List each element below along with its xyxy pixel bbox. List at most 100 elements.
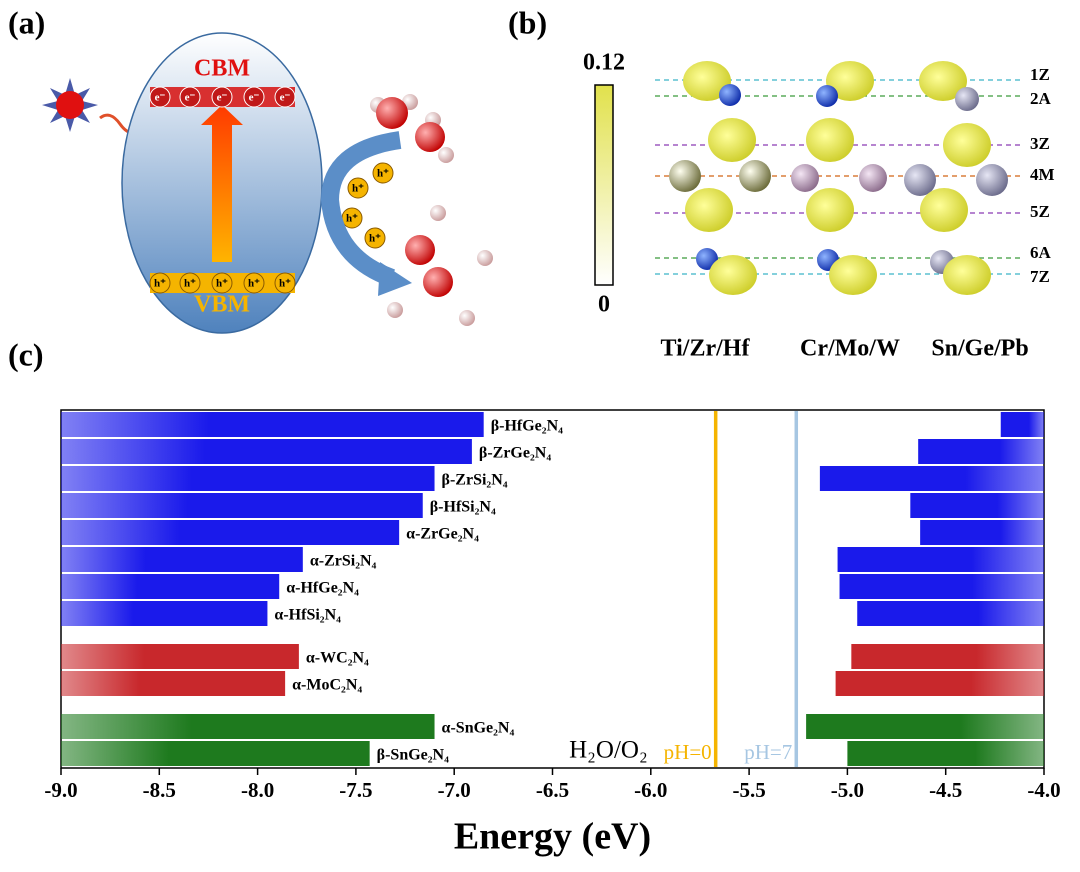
vbm-bar xyxy=(61,439,472,464)
hole xyxy=(274,272,296,294)
panel-b: (b) 0.12 0 1Z 2A 3Z 4M 5Z 6A 7Z Ti/Zr/Hf Cr/Mo… xyxy=(508,4,1055,361)
hole-label: h⁺ xyxy=(184,278,196,290)
x-tick-label: -9.0 xyxy=(44,778,77,802)
cbm-bar xyxy=(819,466,1044,491)
category-label: α-ZrSi₂N₄ xyxy=(310,553,377,570)
category-label: α-WC₂N₄ xyxy=(306,650,369,667)
column-label: Ti/Zr/Hf xyxy=(661,336,751,362)
category-label: α-MoC₂N₄ xyxy=(292,677,362,694)
cbm-bar xyxy=(910,493,1044,518)
hole xyxy=(347,177,369,199)
panel-a: (a) CBM VBM e⁻ h⁺ e⁻ h⁺ e⁻ h⁺ e⁻ h⁺ e⁻ h⁺ h⁺ h⁺ h⁺ h⁺ xyxy=(8,4,493,334)
panel-label: (a) xyxy=(8,4,45,40)
electron xyxy=(179,86,201,108)
hole-label: h⁺ xyxy=(352,183,364,195)
column-label: Sn/Ge/Pb xyxy=(931,336,1028,362)
reference-label: pH=0 xyxy=(664,740,712,764)
category-label: β-HfGe₂N₄ xyxy=(491,418,563,435)
electron xyxy=(243,86,265,108)
vbm-bar xyxy=(61,547,303,572)
category-label: β-HfSi₂N₄ xyxy=(430,499,496,516)
hole xyxy=(149,272,171,294)
vbm-bar xyxy=(61,644,299,669)
hole-label: h⁺ xyxy=(248,278,260,290)
hole-label: h⁺ xyxy=(377,168,389,180)
cbm-bar xyxy=(847,741,1044,766)
x-tick-label: -4.0 xyxy=(1027,778,1060,802)
layer-label: 6A xyxy=(1030,243,1052,262)
layer-label: 5Z xyxy=(1030,202,1050,221)
vbm-bar xyxy=(61,493,423,518)
x-tick-label: -6.0 xyxy=(634,778,667,802)
column-cr xyxy=(791,61,887,295)
hole-label: h⁺ xyxy=(279,278,291,290)
column-ti xyxy=(669,61,771,295)
electron-label: e⁻ xyxy=(217,92,228,104)
cbm-bar xyxy=(806,714,1044,739)
x-tick-label: -4.5 xyxy=(929,778,962,802)
x-tick-label: -8.5 xyxy=(143,778,176,802)
cbm-bar xyxy=(851,644,1044,669)
vbm-bar xyxy=(61,601,268,626)
carriers: e⁻ h⁺ e⁻ h⁺ e⁻ h⁺ e⁻ h⁺ e⁻ h⁺ h⁺ h⁺ h⁺ h⁺ xyxy=(149,86,394,294)
transfer-arrow-head xyxy=(378,262,412,296)
vbm-bar xyxy=(61,741,370,766)
x-tick-label: -7.5 xyxy=(339,778,372,802)
vbm-label: VBM xyxy=(194,292,250,318)
hole xyxy=(364,227,386,249)
x-tick-label: -6.5 xyxy=(536,778,569,802)
vbm-bar xyxy=(61,671,286,696)
column-sn xyxy=(904,61,1008,295)
x-axis-title: Energy (eV) xyxy=(454,816,651,858)
chart: -9.0 -8.5 -8.0 -7.5 -7.0 -6.5 -6.0 -5.5 -5.0 -4.5… xyxy=(44,409,1061,858)
hole-label: h⁺ xyxy=(369,233,381,245)
water-molecules xyxy=(370,94,493,326)
excitation-arrow xyxy=(201,105,243,262)
electron xyxy=(274,86,296,108)
cbm-bar xyxy=(920,520,1044,545)
hole xyxy=(211,272,233,294)
electron xyxy=(211,86,233,108)
sun xyxy=(42,78,98,132)
electron-label: e⁻ xyxy=(249,92,260,104)
electron-label: e⁻ xyxy=(280,92,291,104)
atoms xyxy=(669,61,1008,295)
cbm-bar xyxy=(835,671,1044,696)
transfer-arrow xyxy=(320,131,402,287)
panel-label: (c) xyxy=(8,336,44,372)
layer-label: 2A xyxy=(1030,89,1052,108)
layer-label: 3Z xyxy=(1030,134,1050,153)
vbm-bar xyxy=(61,412,484,437)
cbm-label: CBM xyxy=(194,56,250,82)
cbm-bar xyxy=(837,547,1044,572)
layer-label: 1Z xyxy=(1030,65,1050,84)
colorbar-max: 0.12 xyxy=(583,50,625,76)
layer-label: 7Z xyxy=(1030,267,1050,286)
category-label: β-SnGe₂N₄ xyxy=(377,747,449,764)
annotation: H₂O/O₂ xyxy=(569,737,648,764)
colorbar xyxy=(594,84,614,286)
cbm-bar xyxy=(857,601,1044,626)
x-tick-label: -8.0 xyxy=(241,778,274,802)
vbm-bar xyxy=(61,574,280,599)
layer-label: 4M xyxy=(1030,165,1055,184)
vbm-bar xyxy=(61,466,435,491)
electron-label: e⁻ xyxy=(155,92,166,104)
x-tick-label: -5.0 xyxy=(831,778,864,802)
x-tick-label: -7.0 xyxy=(438,778,471,802)
reference-label: pH=7 xyxy=(744,740,792,764)
vbm-bar xyxy=(61,520,400,545)
category-label: α-HfGe₂N₄ xyxy=(286,580,359,597)
hole-label: h⁺ xyxy=(346,213,358,225)
electron-label: e⁻ xyxy=(185,92,196,104)
hole-label: h⁺ xyxy=(216,278,228,290)
hole-label: h⁺ xyxy=(154,278,166,290)
cbm-bar xyxy=(918,439,1044,464)
category-label: β-ZrSi₂N₄ xyxy=(442,472,508,489)
cbm-bar xyxy=(839,574,1044,599)
category-label: β-ZrGe₂N₄ xyxy=(479,445,551,462)
hole xyxy=(372,162,394,184)
column-label: Cr/Mo/W xyxy=(800,336,900,362)
